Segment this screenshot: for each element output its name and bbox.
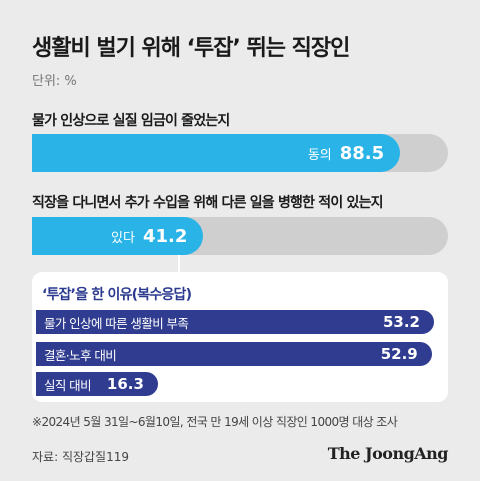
reason-label-2: 결혼·노후 대비 xyxy=(44,347,117,363)
question-1-bar-fill xyxy=(32,134,401,172)
question-1-label: 물가 인상으로 실질 임금이 줄었는지 xyxy=(32,113,230,129)
question-1-category: 동의 xyxy=(307,147,332,163)
reason-label-3: 실직 대비 xyxy=(44,377,92,393)
reason-value-3: 16.3 xyxy=(106,375,144,393)
question-1-value: 88.5 xyxy=(339,142,385,164)
reason-value-1: 53.2 xyxy=(382,313,420,331)
question-1-bar-track: 동의 88.5 xyxy=(32,134,448,172)
reason-bar-1: 물가 인상에 따른 생활비 부족 53.2 xyxy=(36,310,434,334)
reasons-panel: ‘투잡’을 한 이유(복수응답) 물가 인상에 따른 생활비 부족 53.2 결… xyxy=(32,272,448,402)
question-2-bar-track: 있다 41.2 xyxy=(32,217,448,255)
question-2-label: 직장을 다니면서 추가 수입을 위해 다른 일을 병행한 적이 있는지 xyxy=(32,195,384,211)
question-2-bar-text: 있다 41.2 xyxy=(32,217,187,255)
reasons-title: ‘투잡’을 한 이유(복수응답) xyxy=(42,287,192,303)
question-1-bar-text: 동의 88.5 xyxy=(32,134,384,172)
survey-note: ※2024년 5월 31일~6월10일, 전국 만 19세 이상 직장인 100… xyxy=(32,415,398,429)
chart-title: 생활비 벌기 위해 ‘투잡’ 뛰는 직장인 xyxy=(32,36,350,61)
publisher-logo: The JoongAng xyxy=(327,444,449,463)
reason-bar-2: 결혼·노후 대비 52.9 xyxy=(36,342,432,366)
reason-label-1: 물가 인상에 따른 생활비 부족 xyxy=(44,315,189,331)
reason-bar-3: 실직 대비 16.3 xyxy=(36,372,158,396)
reason-value-2: 52.9 xyxy=(380,345,418,363)
source-label: 자료: 직장갑질119 xyxy=(32,450,130,464)
question-2-bar-fill xyxy=(32,217,204,255)
question-2-category: 있다 xyxy=(111,230,135,246)
question-2-value: 41.2 xyxy=(142,225,188,247)
connector-line xyxy=(178,255,180,273)
unit-label: 단위: % xyxy=(32,74,77,89)
